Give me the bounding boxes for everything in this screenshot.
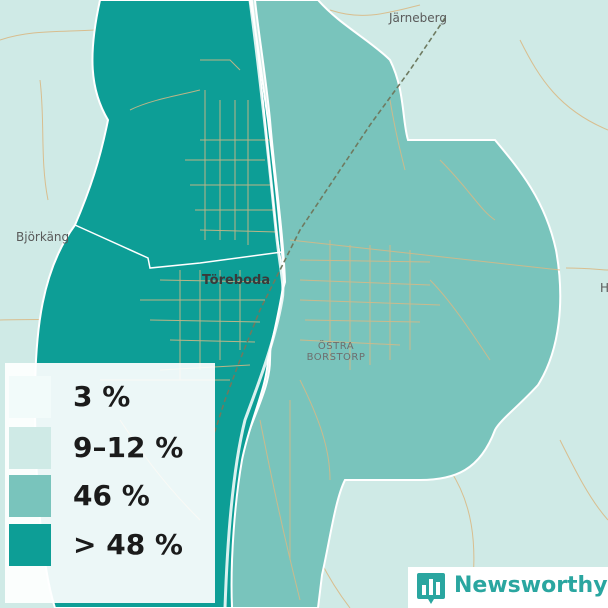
place-label-borstorp: BORSTORP [307, 352, 366, 363]
legend-label: 46 % [73, 479, 150, 512]
legend-swatch [9, 475, 51, 517]
map-legend: 3 % 9–12 % 46 % > 48 % [5, 363, 215, 603]
legend-swatch [9, 376, 51, 418]
place-label-edge: H [600, 281, 608, 295]
newsworthy-logo[interactable]: Newsworthy [408, 567, 608, 608]
bar-chart-icon [417, 573, 445, 604]
region-east[interactable] [229, 0, 562, 608]
legend-swatch [9, 524, 51, 566]
place-label-jarneberg: Järneberg [388, 11, 447, 25]
legend-swatch [9, 427, 51, 469]
place-label-toreboda: Töreboda [202, 273, 270, 288]
legend-item: 3 % [9, 376, 209, 418]
legend-label: > 48 % [73, 528, 183, 561]
legend-item: 46 % [9, 475, 209, 517]
legend-label: 3 % [73, 380, 131, 413]
legend-label: 9–12 % [73, 431, 184, 464]
railway-line [211, 17, 446, 441]
place-label-bjorkang: Björkäng [16, 230, 69, 244]
town-roads [100, 59, 561, 601]
place-label-ostra: ÖSTRA [318, 339, 354, 352]
legend-item: 9–12 % [9, 427, 209, 469]
main-road [223, 0, 285, 608]
brand-name: Newsworthy [454, 573, 608, 598]
legend-item: > 48 % [9, 524, 209, 566]
